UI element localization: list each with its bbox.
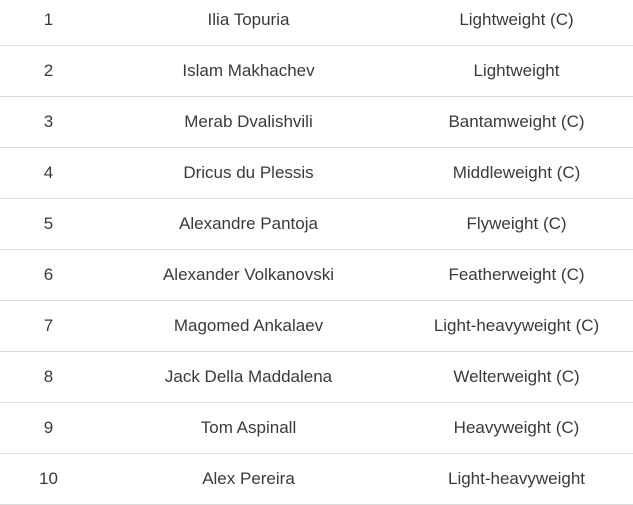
table-row: 8 Jack Della Maddalena Welterweight (C) [0, 351, 633, 403]
rank-cell: 9 [0, 402, 97, 454]
rank-cell: 1 [0, 0, 97, 46]
fighter-name-cell: Islam Makhachev [97, 45, 400, 97]
rank-cell: 5 [0, 198, 97, 250]
table-row: 3 Merab Dvalishvili Bantamweight (C) [0, 96, 633, 148]
division-cell: Light-heavyweight (C) [400, 300, 633, 352]
fighter-name-cell: Tom Aspinall [97, 402, 400, 454]
division-cell: Welterweight (C) [400, 351, 633, 403]
rank-cell: 7 [0, 300, 97, 352]
division-cell: Featherweight (C) [400, 249, 633, 301]
division-cell: Flyweight (C) [400, 198, 633, 250]
division-cell: Lightweight [400, 45, 633, 97]
rank-cell: 8 [0, 351, 97, 403]
table-row: 5 Alexandre Pantoja Flyweight (C) [0, 198, 633, 250]
table-row: 6 Alexander Volkanovski Featherweight (C) [0, 249, 633, 301]
table-row: 10 Alex Pereira Light-heavyweight [0, 453, 633, 505]
rank-cell: 3 [0, 96, 97, 148]
fighter-name-cell: Jack Della Maddalena [97, 351, 400, 403]
fighter-name-cell: Dricus du Plessis [97, 147, 400, 199]
table-row: 4 Dricus du Plessis Middleweight (C) [0, 147, 633, 199]
table-row: 9 Tom Aspinall Heavyweight (C) [0, 402, 633, 454]
rank-cell: 4 [0, 147, 97, 199]
rank-cell: 6 [0, 249, 97, 301]
table-row: 1 Ilia Topuria Lightweight (C) [0, 0, 633, 46]
fighter-name-cell: Alex Pereira [97, 453, 400, 505]
fighter-name-cell: Magomed Ankalaev [97, 300, 400, 352]
rank-cell: 2 [0, 45, 97, 97]
fighter-name-cell: Alexander Volkanovski [97, 249, 400, 301]
division-cell: Heavyweight (C) [400, 402, 633, 454]
division-cell: Bantamweight (C) [400, 96, 633, 148]
division-cell: Middleweight (C) [400, 147, 633, 199]
division-cell: Light-heavyweight [400, 453, 633, 505]
fighter-name-cell: Merab Dvalishvili [97, 96, 400, 148]
fighter-name-cell: Ilia Topuria [97, 0, 400, 46]
table-row: 2 Islam Makhachev Lightweight [0, 45, 633, 97]
rank-cell: 10 [0, 453, 97, 505]
fighter-name-cell: Alexandre Pantoja [97, 198, 400, 250]
table-row: 7 Magomed Ankalaev Light-heavyweight (C) [0, 300, 633, 352]
division-cell: Lightweight (C) [400, 0, 633, 46]
